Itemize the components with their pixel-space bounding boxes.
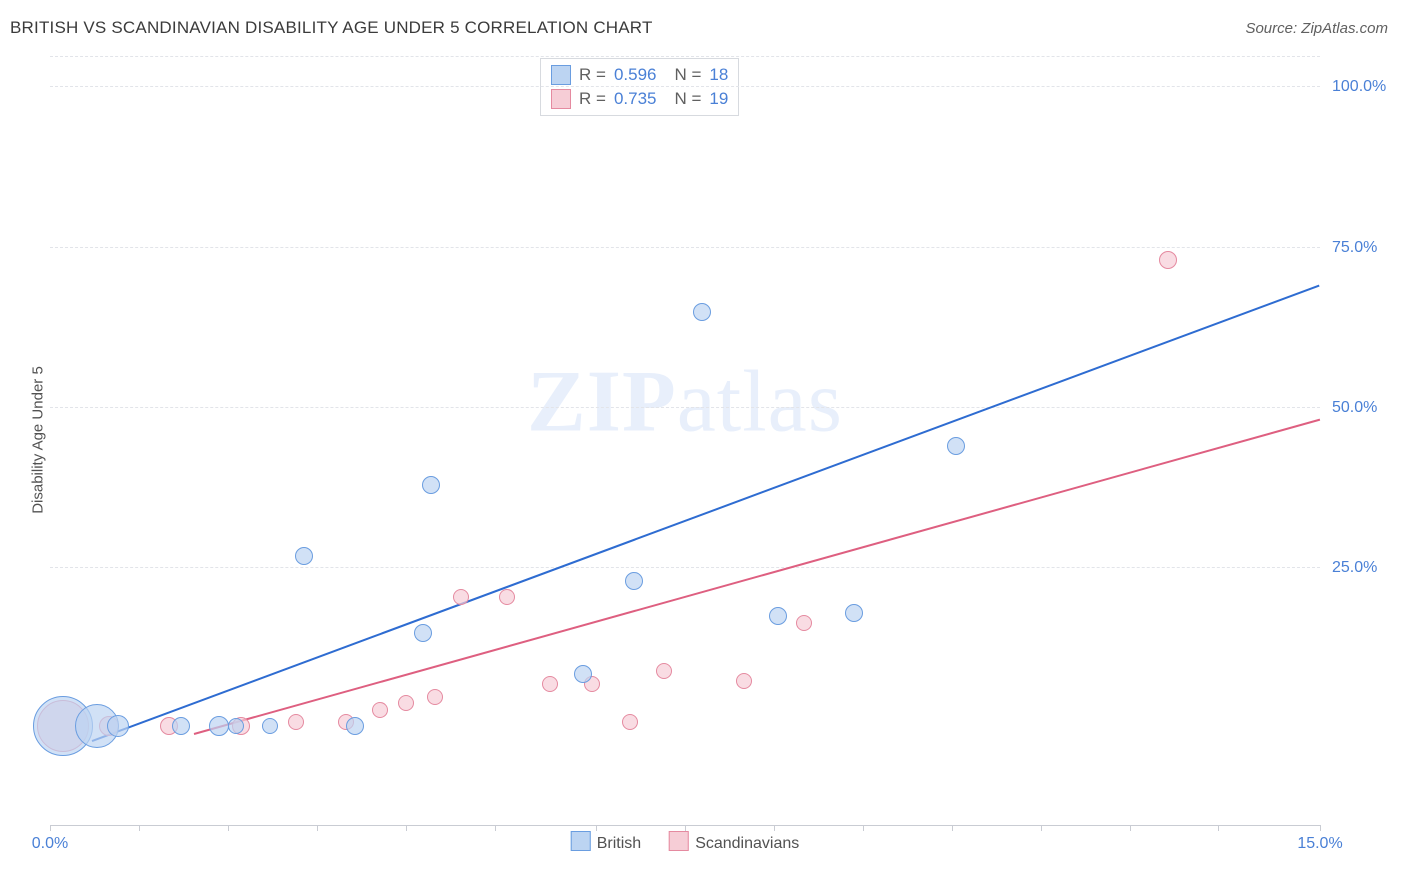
data-point: [693, 303, 711, 321]
data-point: [947, 437, 965, 455]
x-tick: [685, 825, 686, 831]
data-point: [656, 663, 672, 679]
data-point: [288, 714, 304, 730]
gridline: [50, 567, 1320, 568]
x-tick: [139, 825, 140, 831]
legend-item-british: British: [571, 831, 641, 853]
data-point: [422, 476, 440, 494]
x-tick-label: 15.0%: [1297, 835, 1342, 853]
data-point: [499, 589, 515, 605]
data-point: [769, 607, 787, 625]
x-tick: [952, 825, 953, 831]
data-point: [574, 665, 592, 683]
x-tick: [774, 825, 775, 831]
source-label: Source: ZipAtlas.com: [1245, 20, 1388, 37]
data-point: [295, 547, 313, 565]
data-point: [414, 624, 432, 642]
data-point: [625, 572, 643, 590]
x-tick: [1218, 825, 1219, 831]
swatch-scandinavian-icon: [669, 831, 689, 851]
data-point: [453, 589, 469, 605]
data-point: [228, 718, 244, 734]
data-point: [209, 716, 229, 736]
x-tick: [228, 825, 229, 831]
data-point: [736, 673, 752, 689]
gridline: [50, 56, 1320, 57]
data-point: [346, 717, 364, 735]
data-point: [262, 718, 278, 734]
x-tick: [1130, 825, 1131, 831]
series-legend: British Scandinavians: [571, 831, 800, 853]
legend-item-scandinavian: Scandinavians: [669, 831, 799, 853]
legend-row-british: R =0.596 N =18: [551, 63, 728, 87]
x-tick: [495, 825, 496, 831]
data-point: [796, 615, 812, 631]
y-axis-label: Disability Age Under 5: [30, 366, 47, 514]
gridline: [50, 247, 1320, 248]
data-point: [622, 714, 638, 730]
x-tick-label: 0.0%: [32, 835, 68, 853]
gridline: [50, 407, 1320, 408]
y-tick-label: 100.0%: [1332, 78, 1392, 96]
y-tick-label: 50.0%: [1332, 399, 1392, 417]
swatch-british-icon: [571, 831, 591, 851]
data-point: [372, 702, 388, 718]
watermark: ZIPatlas: [527, 351, 843, 452]
x-tick: [596, 825, 597, 831]
data-point: [398, 695, 414, 711]
x-tick: [1041, 825, 1042, 831]
y-tick-label: 25.0%: [1332, 559, 1392, 577]
x-tick: [406, 825, 407, 831]
y-tick-label: 75.0%: [1332, 239, 1392, 257]
data-point: [1159, 251, 1177, 269]
gridline: [50, 86, 1320, 87]
data-point: [107, 715, 129, 737]
legend-row-scandinavian: R =0.735 N =19: [551, 87, 728, 111]
data-point: [542, 676, 558, 692]
x-tick: [50, 825, 51, 831]
swatch-scandinavian: [551, 89, 571, 109]
x-tick: [1320, 825, 1321, 831]
x-tick: [863, 825, 864, 831]
chart-title: BRITISH VS SCANDINAVIAN DISABILITY AGE U…: [10, 18, 653, 38]
data-point: [845, 604, 863, 622]
data-point: [427, 689, 443, 705]
swatch-british: [551, 65, 571, 85]
chart-plot-area: ZIPatlas Disability Age Under 5 R =0.596…: [50, 55, 1320, 826]
trendline: [194, 419, 1321, 735]
x-tick: [317, 825, 318, 831]
data-point: [172, 717, 190, 735]
